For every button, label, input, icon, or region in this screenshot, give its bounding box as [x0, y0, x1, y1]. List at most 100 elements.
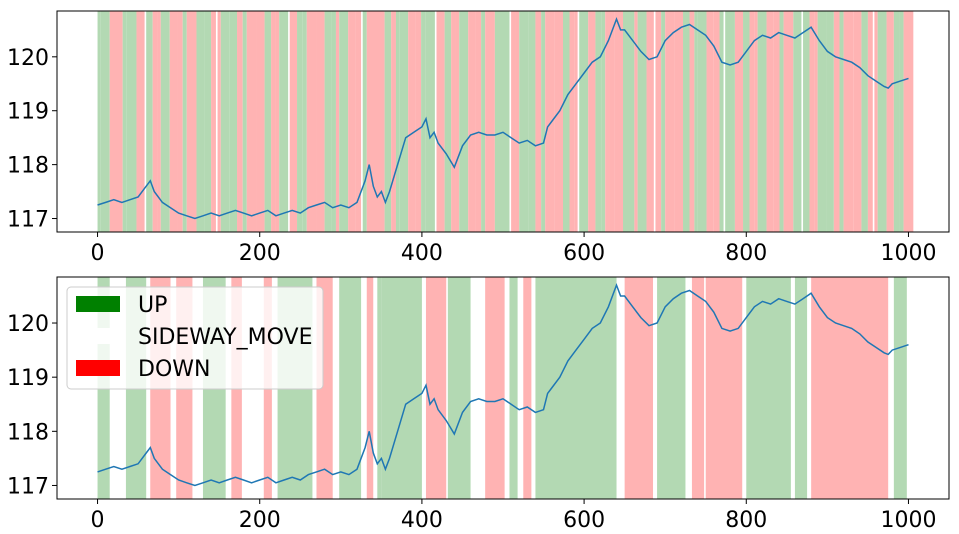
bottom-plot-frame	[56, 276, 950, 500]
x-tick-label: 400	[401, 508, 443, 533]
up-region	[746, 277, 791, 499]
background-region	[256, 11, 265, 232]
background-region	[157, 11, 161, 232]
x-tick-label: 800	[725, 508, 767, 533]
background-region	[196, 11, 205, 232]
background-region	[220, 11, 230, 232]
background-region	[783, 11, 794, 232]
background-region	[279, 11, 289, 232]
down-region	[705, 277, 743, 499]
background-region	[302, 11, 307, 232]
background-region	[331, 11, 336, 232]
legend-label-sideway-move: SIDEWAY_MOVE	[138, 325, 313, 350]
x-tick-label: 200	[239, 508, 281, 533]
background-region	[160, 11, 170, 232]
background-region	[661, 11, 666, 232]
background-region	[436, 11, 445, 232]
background-region	[519, 11, 529, 232]
background-region	[384, 11, 392, 232]
x-tick-label: 1000	[880, 241, 936, 266]
background-region	[719, 11, 724, 232]
background-region	[843, 11, 854, 232]
x-tick-label: 600	[563, 241, 605, 266]
top-plot-frame	[56, 10, 950, 233]
background-region	[455, 11, 460, 232]
background-region	[773, 11, 780, 232]
down-region	[366, 277, 374, 499]
background-region	[683, 11, 690, 232]
top-price-series	[97, 16, 909, 220]
background-region	[623, 11, 630, 232]
x-tick-label: 200	[239, 241, 281, 266]
background-region	[579, 11, 589, 232]
background-region	[689, 11, 695, 232]
background-region	[545, 11, 555, 232]
background-region	[100, 11, 110, 232]
background-region	[399, 11, 409, 232]
background-region	[146, 11, 153, 232]
background-region	[694, 11, 698, 232]
up-region	[509, 277, 518, 499]
background-region	[588, 11, 596, 232]
top-background-regions	[97, 11, 914, 232]
background-region	[713, 11, 720, 232]
background-region	[503, 11, 510, 232]
background-region	[511, 11, 516, 232]
background-region	[601, 11, 606, 232]
up-region	[339, 277, 362, 499]
legend: UP SIDEWAY_MOVE DOWN	[66, 286, 324, 390]
y-tick-label: 118	[7, 420, 49, 445]
x-tick-label: 0	[91, 508, 105, 533]
down-region	[425, 277, 447, 499]
background-region	[853, 11, 862, 232]
background-region	[886, 11, 894, 232]
x-tick-label: 600	[563, 508, 605, 533]
background-region	[839, 11, 844, 232]
background-region	[646, 11, 654, 232]
background-region	[451, 11, 456, 232]
background-region	[569, 11, 575, 232]
background-region	[444, 11, 452, 232]
background-region	[803, 11, 810, 232]
background-region	[779, 11, 784, 232]
background-region	[826, 11, 834, 232]
background-region	[97, 11, 101, 232]
legend-label-down: DOWN	[138, 357, 210, 382]
background-region	[271, 11, 276, 232]
background-region	[903, 11, 914, 232]
background-region	[817, 11, 827, 232]
background-region	[674, 11, 684, 232]
background-region	[152, 11, 158, 232]
background-region	[877, 11, 887, 232]
y-tick-label: 118	[7, 154, 49, 179]
y-tick-label: 120	[7, 312, 49, 337]
x-tick-label: 0	[91, 241, 105, 266]
legend-swatch-down	[76, 360, 120, 376]
background-region	[169, 11, 178, 232]
background-region	[637, 11, 647, 232]
background-region	[391, 11, 396, 232]
background-region	[725, 11, 735, 232]
up-region	[893, 277, 907, 499]
background-region	[793, 11, 802, 232]
background-region	[494, 11, 503, 232]
background-region	[109, 11, 118, 232]
background-region	[376, 11, 385, 232]
background-region	[275, 11, 280, 232]
background-region	[415, 11, 422, 232]
background-region	[339, 11, 349, 232]
background-region	[355, 11, 362, 232]
y-tick-label: 119	[7, 100, 49, 125]
background-region	[743, 11, 750, 232]
background-region	[425, 11, 435, 232]
background-region	[754, 11, 758, 232]
y-tick-label: 119	[7, 366, 49, 391]
background-region	[264, 11, 272, 232]
legend-label-up: UP	[138, 293, 167, 318]
background-region	[289, 11, 298, 232]
background-region	[634, 11, 638, 232]
background-region	[126, 11, 137, 232]
down-region	[624, 277, 654, 499]
background-region	[697, 11, 707, 232]
